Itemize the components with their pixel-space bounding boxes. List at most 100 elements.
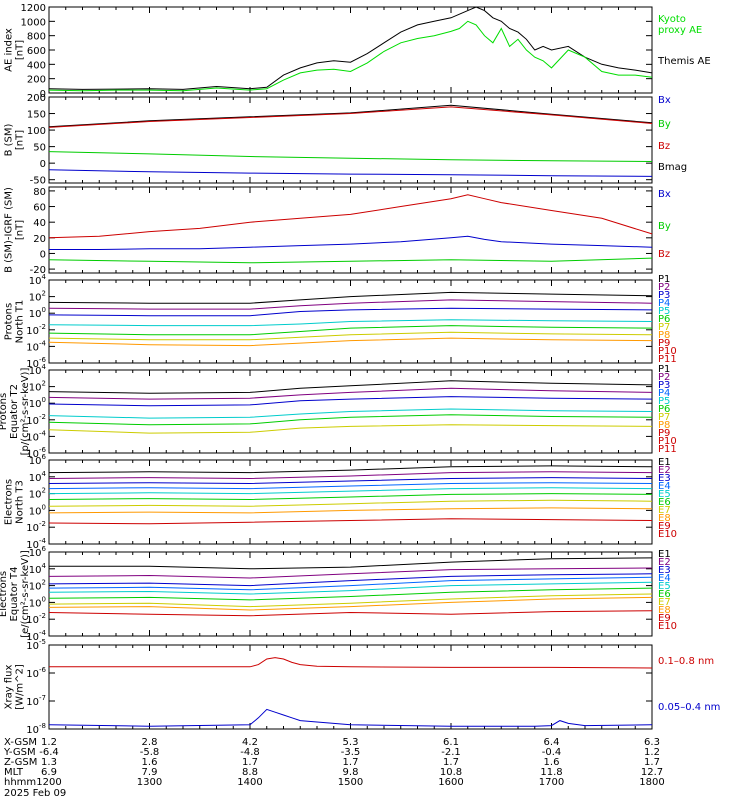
legend-entry: E2 bbox=[658, 465, 671, 476]
y-tick-label: 100 bbox=[29, 503, 46, 517]
series-line-e2 bbox=[48, 567, 653, 579]
y-tick-label: 50 bbox=[33, 143, 46, 154]
y-axis-label: Protons bbox=[0, 393, 9, 430]
legend-entry: E9 bbox=[658, 521, 671, 532]
ephemeris-value: -4.8 bbox=[240, 747, 260, 758]
y-tick-label: 40 bbox=[33, 218, 46, 229]
ephemeris-value: 7.9 bbox=[142, 767, 158, 778]
legend-entry: E8 bbox=[658, 513, 671, 524]
legend-entry: P1 bbox=[658, 274, 670, 285]
y-tick-label: 104 bbox=[29, 562, 47, 576]
y-tick-label: 102 bbox=[29, 487, 46, 501]
ephemeris-value: -5.8 bbox=[140, 747, 160, 758]
panel-frame bbox=[48, 6, 653, 94]
y-tick-label: 102 bbox=[29, 290, 46, 304]
series-line-e3 bbox=[48, 477, 653, 485]
y-axis-label: [nT] bbox=[15, 130, 26, 150]
legend-entry: E8 bbox=[658, 605, 671, 616]
y-tick-label: 200 bbox=[27, 93, 46, 104]
ephemeris-value: 4.2 bbox=[242, 737, 258, 748]
y-axis-label: Electrons bbox=[0, 571, 9, 617]
legend-entry: P9 bbox=[658, 338, 670, 349]
ephemeris-table: X-GSMY-GSMZ-GSMMLThhmm1.2-6.41.36.912002… bbox=[3, 737, 665, 799]
legend-entry: E6 bbox=[658, 589, 671, 600]
panel-frame bbox=[48, 96, 653, 184]
y-axis-label: North T1 bbox=[15, 300, 26, 344]
y-tick-label: 102 bbox=[29, 579, 46, 593]
y-tick-label: 104 bbox=[29, 470, 47, 484]
legend-entry: P5 bbox=[658, 396, 670, 407]
series-line-bx bbox=[49, 235, 653, 250]
ephemeris-value: 12.7 bbox=[641, 767, 663, 778]
y-tick-label: 10-8 bbox=[26, 722, 46, 736]
series-line-p7 bbox=[48, 331, 653, 341]
y-tick-label: 1000 bbox=[21, 17, 46, 28]
ephemeris-value: 1.7 bbox=[443, 757, 459, 768]
legend-entry: E7 bbox=[658, 505, 671, 516]
legend-entry: P11 bbox=[658, 354, 677, 365]
y-tick-label: 200 bbox=[27, 75, 46, 86]
y-axis-label: B (SM)-IGRF (SM) bbox=[4, 187, 15, 273]
ephemeris-value: 11.8 bbox=[540, 767, 562, 778]
y-tick-label: 10-5 bbox=[26, 638, 46, 652]
ephemeris-value: 10.8 bbox=[440, 767, 462, 778]
legend-entry: E10 bbox=[658, 621, 677, 632]
legend-entry: Bmag bbox=[658, 162, 687, 173]
y-axis-label: North T3 bbox=[15, 480, 26, 524]
series-line-p1 bbox=[48, 291, 653, 304]
panel-2: -50 0 50 100 150 200 B (SM) [nT] Bx By Bz Bmag bbox=[4, 93, 688, 187]
y-tick-label: 1200 bbox=[21, 3, 46, 14]
series-line-0-05-0-4-nm bbox=[48, 708, 653, 727]
ephemeris-value: 5.3 bbox=[343, 737, 359, 748]
ephemeris-value: 1800 bbox=[639, 777, 664, 788]
y-tick-label: 100 bbox=[27, 126, 46, 137]
ephemeris-value: 1.7 bbox=[343, 757, 359, 768]
series-line-e8 bbox=[48, 596, 653, 611]
legend-entry: 0.05–0.4 nm bbox=[658, 702, 720, 713]
y-tick-label: 106 bbox=[29, 545, 47, 559]
series-line-p8 bbox=[48, 337, 653, 347]
series-line-e5 bbox=[48, 581, 653, 595]
legend-entry: Kyoto proxy AE bbox=[658, 14, 702, 36]
legend-entry: E5 bbox=[658, 489, 671, 500]
series-line-e9 bbox=[48, 518, 653, 525]
y-tick-label: -50 bbox=[30, 176, 46, 187]
series-line-e8 bbox=[48, 507, 653, 514]
series-line-e4 bbox=[48, 482, 653, 490]
legend-entry: E6 bbox=[658, 497, 671, 508]
legend-entry: E10 bbox=[658, 529, 677, 540]
y-tick-label: -20 bbox=[30, 265, 46, 276]
legend-entry: P4 bbox=[658, 388, 670, 399]
ephemeris-row-label: X-GSM bbox=[4, 737, 37, 748]
panel-frame bbox=[48, 186, 653, 274]
ephemeris-row-label: Z-GSM bbox=[4, 757, 37, 768]
y-tick-label: 800 bbox=[27, 32, 46, 43]
y-axis-label: [p/(cm²-s-sr-keV)] bbox=[20, 368, 31, 456]
y-axis-label: [nT] bbox=[15, 220, 26, 240]
y-tick-label: 104 bbox=[29, 273, 47, 287]
legend-entry: Bz bbox=[658, 141, 670, 152]
legend-entry: P1 bbox=[658, 364, 670, 375]
series-line-e7 bbox=[48, 593, 653, 608]
y-tick-label: 0 bbox=[40, 249, 46, 260]
y-tick-label: 100 bbox=[29, 396, 46, 410]
ephemeris-value: 9.8 bbox=[343, 767, 359, 778]
y-axis-label: Electrons bbox=[4, 479, 15, 525]
ephemeris-row-label: Y-GSM bbox=[3, 747, 36, 758]
ephemeris-value: 1.7 bbox=[644, 757, 660, 768]
series-line-e3 bbox=[48, 573, 653, 587]
series-line-p6 bbox=[48, 325, 653, 336]
ephemeris-value: 1.6 bbox=[142, 757, 158, 768]
series-line-e9 bbox=[48, 610, 653, 617]
series-line-0-1-0-8-nm bbox=[49, 657, 653, 669]
panel-frame bbox=[48, 459, 653, 545]
y-axis-label: [nT] bbox=[15, 40, 26, 60]
series-line-e2 bbox=[48, 471, 653, 480]
legend-entry: P9 bbox=[658, 428, 670, 439]
ephemeris-value: 6.9 bbox=[41, 767, 57, 778]
legend-entry: 0.1–0.8 nm bbox=[658, 656, 714, 667]
series-line-p2 bbox=[48, 387, 653, 400]
legend-entry: P10 bbox=[658, 436, 677, 447]
